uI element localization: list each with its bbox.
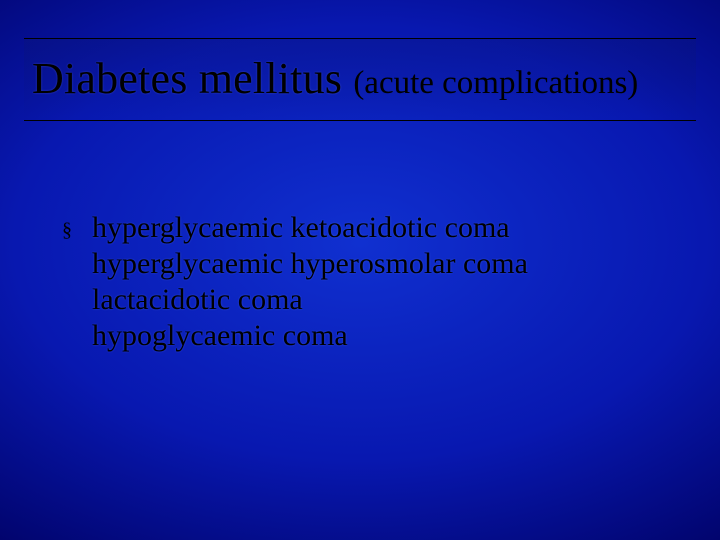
bullet-line: hyperglycaemic hyperosmolar coma bbox=[92, 246, 528, 282]
bullet-line: lactacidotic coma bbox=[92, 282, 528, 318]
slide-title-sub: (acute complications) bbox=[353, 65, 638, 101]
bullet-line: hyperglycaemic ketoacidotic coma bbox=[92, 210, 528, 246]
bullet-item: § hyperglycaemic ketoacidotic coma hyper… bbox=[62, 210, 662, 354]
bullet-marker-icon: § bbox=[62, 210, 92, 248]
slide-container: Diabetes mellitus (acute complications) … bbox=[0, 0, 720, 540]
slide-title-main: Diabetes mellitus bbox=[32, 54, 353, 103]
bullet-text: hyperglycaemic ketoacidotic coma hypergl… bbox=[92, 210, 528, 354]
slide-content: § hyperglycaemic ketoacidotic coma hyper… bbox=[62, 210, 662, 354]
title-box: Diabetes mellitus (acute complications) bbox=[24, 38, 696, 121]
bullet-line: hypoglycaemic coma bbox=[92, 318, 528, 354]
